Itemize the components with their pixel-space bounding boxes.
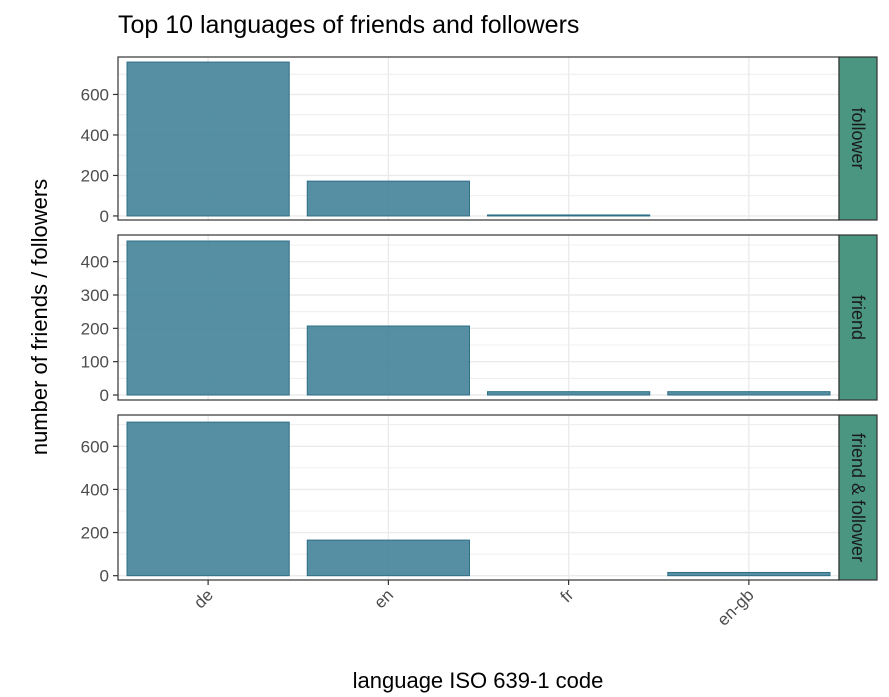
- facet-strip-label-clip: friend & follower: [848, 433, 868, 562]
- x-tick-label-en: en: [370, 585, 397, 612]
- x-tick-label-de: de: [190, 585, 217, 612]
- y-tick-label: 200: [81, 319, 109, 338]
- x-axis-title: language ISO 639-1 code: [353, 668, 604, 693]
- y-tick-label: 200: [81, 166, 109, 185]
- bar-friend-follower-en-gb: [667, 571, 831, 577]
- x-tick-label-fr: fr: [557, 585, 578, 606]
- y-tick-label: 400: [81, 126, 109, 145]
- facet-panel-0: 0 200 400 600 follower: [81, 56, 878, 226]
- bar-friend-fr: [487, 391, 651, 396]
- facet-strip-label: follower: [848, 107, 868, 169]
- bar-follower-de: [126, 61, 290, 217]
- chart-title: Top 10 languages of friends and follower…: [118, 11, 579, 39]
- facet-panel-1: 0 100 200 300 400 friend: [81, 234, 878, 405]
- y-tick-label: 400: [81, 480, 109, 499]
- y-tick-label: 600: [81, 437, 109, 456]
- bar-friend-follower-en: [306, 539, 470, 577]
- x-tick-label-en-gb: en-gb: [714, 585, 758, 629]
- bar-friend-en: [306, 325, 470, 396]
- y-tick-label: 0: [100, 567, 109, 586]
- panels-group: 0 200 400 600 follower 0 100 200 300 400 friend 0 20…: [81, 56, 878, 586]
- y-tick-label: 600: [81, 85, 109, 104]
- facet-strip: [838, 56, 878, 221]
- facet-strip-label-clip: friend: [848, 295, 868, 340]
- y-tick-label: 200: [81, 524, 109, 543]
- bar-follower-fr: [487, 214, 651, 217]
- y-tick-label: 0: [100, 386, 109, 405]
- facet-strip-label: friend & follower: [848, 433, 868, 562]
- y-tick-label: 100: [81, 353, 109, 372]
- y-tick-label: 300: [81, 286, 109, 305]
- bar-friend-en-gb: [667, 391, 831, 396]
- y-tick-label: 0: [100, 207, 109, 226]
- facet-panel-2: 0 200 400 600 friend & follower: [81, 414, 878, 586]
- bar-friend-follower-de: [126, 421, 290, 577]
- y-axis-title: number of friends / followers: [27, 179, 52, 455]
- x-axis: de en fr en-gb: [190, 580, 758, 630]
- y-tick-label: 400: [81, 253, 109, 272]
- facet-strip: [838, 234, 878, 401]
- bar-friend-de: [126, 240, 290, 396]
- facet-strip: [838, 414, 878, 581]
- facet-strip-label-clip: follower: [848, 107, 868, 169]
- bar-follower-en: [306, 180, 470, 217]
- facet-strip-label: friend: [848, 295, 868, 340]
